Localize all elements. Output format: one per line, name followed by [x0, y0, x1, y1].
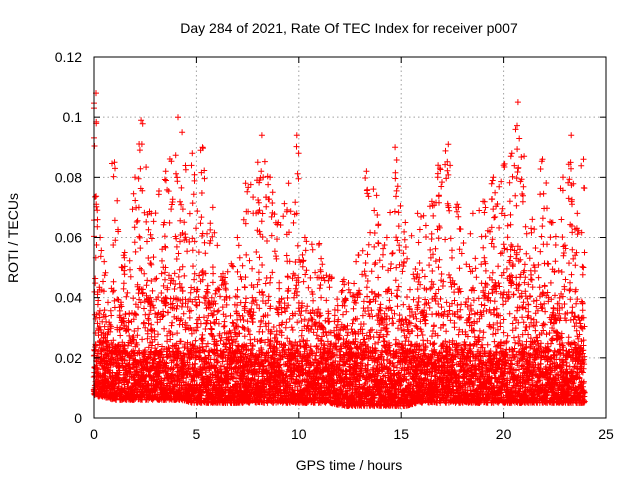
- y-tick-label: 0: [74, 410, 82, 426]
- y-tick-labels: 0 0.02 0.04 0.06 0.08 0.1 0.12: [55, 49, 82, 426]
- x-tick-label: 25: [598, 426, 614, 442]
- x-tick-label: 15: [393, 426, 409, 442]
- x-tick-label: 5: [193, 426, 201, 442]
- x-tick-label: 10: [291, 426, 307, 442]
- y-tick-label: 0.12: [55, 49, 82, 65]
- y-axis-label: ROTI / TECUs: [5, 193, 21, 283]
- grid-lines: [94, 57, 606, 418]
- y-tick-label: 0.08: [55, 169, 82, 185]
- x-tick-label: 20: [496, 426, 512, 442]
- x-axis-label: GPS time / hours: [296, 457, 403, 473]
- y-tick-label: 0.06: [55, 230, 82, 246]
- y-tick-label: 0.04: [55, 290, 82, 306]
- chart-title: Day 284 of 2021, Rate Of TEC Index for r…: [180, 20, 518, 36]
- x-tick-label: 0: [90, 426, 98, 442]
- y-tick-label: 0.1: [63, 109, 83, 125]
- axis-ticks: [93, 56, 607, 419]
- x-tick-labels: 0 5 10 15 20 25: [90, 426, 614, 442]
- y-tick-label: 0.02: [55, 350, 82, 366]
